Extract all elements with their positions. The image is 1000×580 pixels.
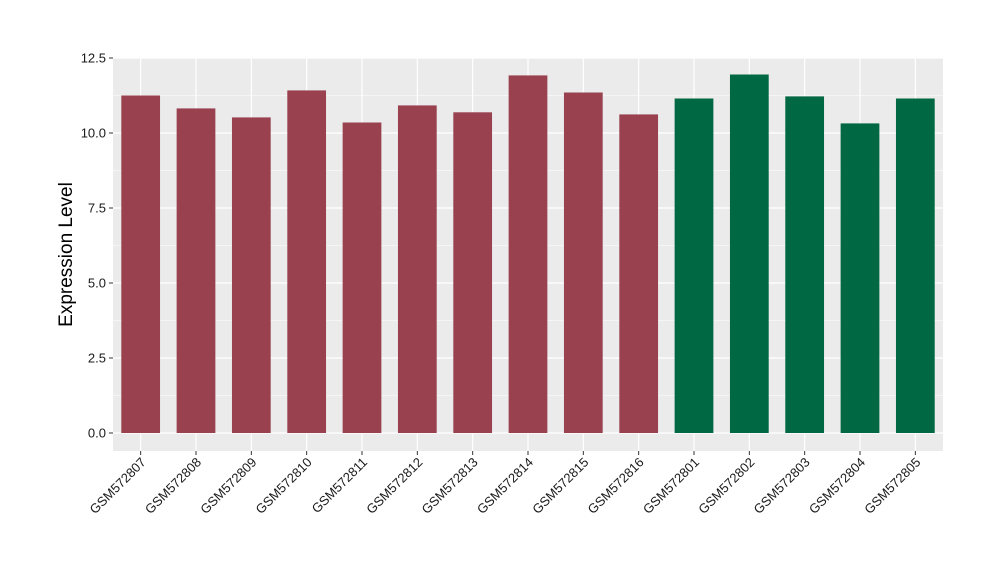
- bar-GSM572811: [342, 122, 382, 433]
- bar-GSM572816: [619, 114, 659, 434]
- x-tick-label: GSM572810: [253, 455, 315, 517]
- x-tick-label: GSM572808: [142, 455, 204, 517]
- y-tick-label: 0.0: [88, 426, 106, 441]
- bar-GSM572813: [453, 112, 493, 434]
- bars: [121, 74, 935, 434]
- bar-GSM572810: [287, 90, 327, 434]
- x-axis: GSM572807GSM572808GSM572809GSM572810GSM5…: [87, 451, 923, 517]
- x-tick-label: GSM572807: [87, 455, 149, 517]
- x-tick-label: GSM572801: [640, 455, 702, 517]
- bar-GSM572802: [729, 74, 769, 433]
- bar-GSM572808: [176, 108, 216, 434]
- x-tick-label: GSM572803: [751, 455, 813, 517]
- y-tick-label: 10.0: [81, 126, 106, 141]
- bar-GSM572804: [840, 123, 880, 434]
- bar-GSM572801: [674, 98, 714, 433]
- y-axis: 0.0 2.5 5.0 7.5 10.0 12.5: [81, 51, 113, 441]
- y-axis-title: Expression Level: [56, 182, 77, 327]
- bar-GSM572805: [895, 98, 935, 433]
- y-tick-label: 7.5: [88, 201, 106, 216]
- x-tick-label: GSM572811: [309, 455, 371, 517]
- x-tick-label: GSM572815: [529, 455, 591, 517]
- x-tick-label: GSM572816: [585, 455, 647, 517]
- x-tick-label: GSM572805: [861, 455, 923, 517]
- x-tick-label: GSM572814: [474, 455, 536, 517]
- x-tick-label: GSM572813: [419, 455, 481, 517]
- bar-GSM572812: [397, 105, 437, 434]
- y-tick-label: 5.0: [88, 276, 106, 291]
- x-tick-label: GSM572802: [695, 455, 757, 517]
- bar-GSM572807: [121, 95, 161, 433]
- y-tick-label: 2.5: [88, 351, 106, 366]
- bar-GSM572809: [231, 117, 271, 434]
- bar-GSM572803: [785, 96, 825, 434]
- bar-GSM572814: [508, 75, 548, 434]
- x-tick-label: GSM572804: [806, 455, 868, 517]
- y-tick-label: 12.5: [81, 51, 106, 66]
- x-tick-label: GSM572812: [363, 455, 425, 517]
- bar-GSM572815: [563, 92, 603, 433]
- x-tick-label: GSM572809: [197, 455, 259, 517]
